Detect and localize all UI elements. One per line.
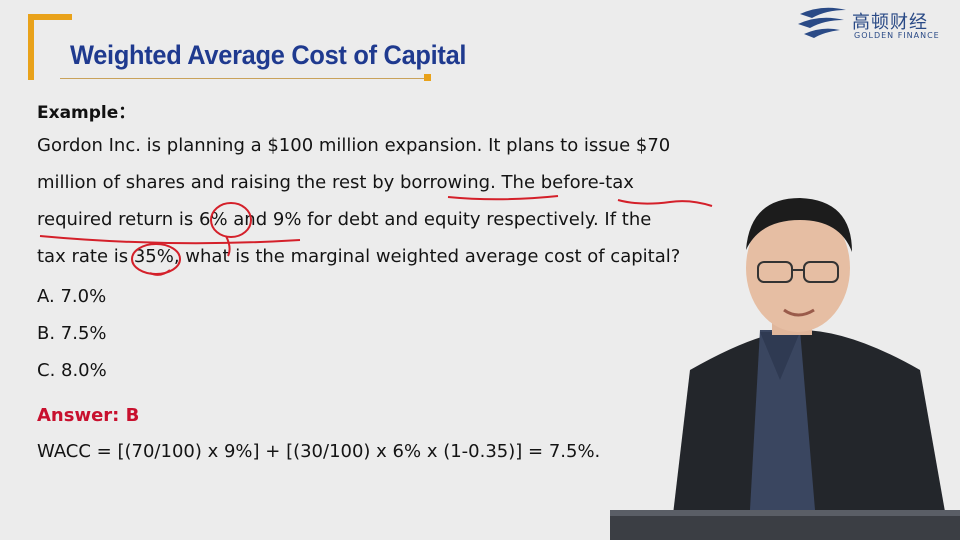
question-text: Gordon Inc. is planning a $100 million e… — [37, 132, 727, 280]
logo-chinese-text: 高顿财经 — [852, 12, 928, 33]
title-bracket-decoration — [28, 14, 72, 80]
logo-english-text: GOLDEN FINANCE — [854, 31, 940, 40]
question-line: Gordon Inc. is planning a $100 million e… — [37, 135, 671, 156]
option-a: A. 7.0% — [37, 286, 107, 307]
question-line: required return is 6% and 9% for debt an… — [37, 209, 652, 230]
title-underline — [60, 78, 430, 79]
wacc-formula: WACC = [(70/100) x 9%] + [(30/100) x 6% … — [37, 441, 601, 462]
example-label: Example： — [37, 103, 136, 123]
answer-options: A. 7.0% B. 7.5% C. 8.0% — [37, 284, 107, 395]
option-b: B. 7.5% — [37, 323, 107, 344]
option-c: C. 8.0% — [37, 360, 107, 381]
presenter-video — [610, 198, 960, 540]
question-line: tax rate is 35%, what is the marginal we… — [37, 246, 681, 267]
question-line: million of shares and raising the rest b… — [37, 172, 634, 193]
logo-wings-icon — [798, 7, 846, 38]
slide-title: Weighted Average Cost of Capital — [70, 40, 467, 70]
answer-label: Answer: B — [37, 405, 140, 426]
title-underline-dot — [424, 74, 431, 81]
golden-finance-logo: 高顿财经 GOLDEN FINANCE — [796, 4, 956, 44]
